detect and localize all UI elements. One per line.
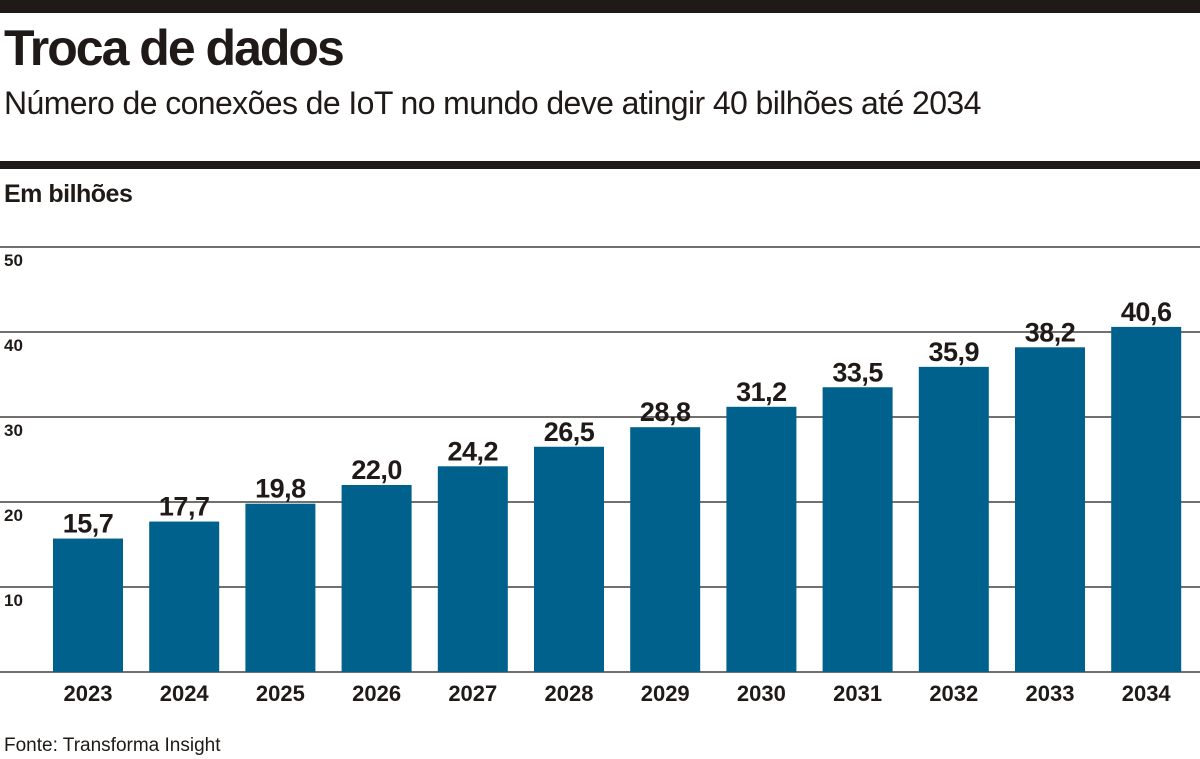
bar-2025 — [245, 503, 316, 672]
x-tick-label-2030: 2030 — [737, 681, 786, 706]
y-axis-unit-label: Em bilhões — [4, 180, 133, 208]
bar-2034 — [1111, 326, 1182, 672]
x-tick-label-2031: 2031 — [833, 681, 882, 706]
value-label-2034: 40,6 — [1121, 297, 1172, 327]
x-tick-label-2033: 2033 — [1026, 681, 1075, 706]
bar-2026 — [341, 485, 412, 672]
y-tick-label: 10 — [4, 591, 23, 610]
value-label-2033: 38,2 — [1025, 317, 1076, 347]
bar-2032 — [918, 366, 989, 672]
bar-2029 — [630, 427, 701, 672]
labels: 15,7 2023 17,7 2024 19,8 2025 22,0 2026 24,2 2027… — [63, 297, 1173, 706]
y-tick-label: 30 — [4, 421, 23, 440]
value-label-2023: 15,7 — [63, 509, 114, 539]
x-tick-label-2034: 2034 — [1122, 681, 1172, 706]
x-tick-label-2023: 2023 — [64, 681, 113, 706]
value-label-2027: 24,2 — [448, 436, 499, 466]
bar-2033 — [1015, 347, 1085, 672]
value-label-2024: 17,7 — [159, 492, 210, 522]
value-label-2032: 35,9 — [929, 337, 980, 367]
x-tick-label-2026: 2026 — [352, 681, 401, 706]
bar-2027 — [437, 466, 508, 672]
x-tick-label-2024: 2024 — [160, 681, 210, 706]
header-divider — [0, 161, 1200, 169]
value-label-2025: 19,8 — [255, 474, 306, 504]
bar-2024 — [149, 521, 220, 672]
top-rule — [0, 0, 1200, 13]
bar-2028 — [534, 446, 604, 672]
x-tick-label-2025: 2025 — [256, 681, 305, 706]
bar-2031 — [822, 387, 893, 672]
x-tick-label-2028: 2028 — [545, 681, 594, 706]
value-label-2030: 31,2 — [736, 377, 787, 407]
source-note: Fonte: Transforma Insight — [4, 735, 221, 756]
chart-title: Troca de dados — [4, 20, 345, 76]
value-label-2029: 28,8 — [640, 397, 691, 427]
y-tick-label: 40 — [4, 336, 23, 355]
value-label-2031: 33,5 — [832, 357, 883, 387]
x-tick-label-2027: 2027 — [448, 681, 497, 706]
y-tick-label: 50 — [4, 251, 23, 270]
value-label-2028: 26,5 — [544, 417, 595, 447]
x-tick-label-2032: 2032 — [929, 681, 978, 706]
bar-2030 — [726, 406, 797, 672]
bars — [53, 326, 1182, 672]
chart-subtitle: Número de conexões de IoT no mundo deve … — [4, 85, 981, 121]
x-tick-label-2029: 2029 — [641, 681, 690, 706]
bar-2023 — [53, 538, 123, 672]
value-label-2026: 22,0 — [351, 455, 402, 485]
y-tick-label: 20 — [4, 506, 23, 525]
